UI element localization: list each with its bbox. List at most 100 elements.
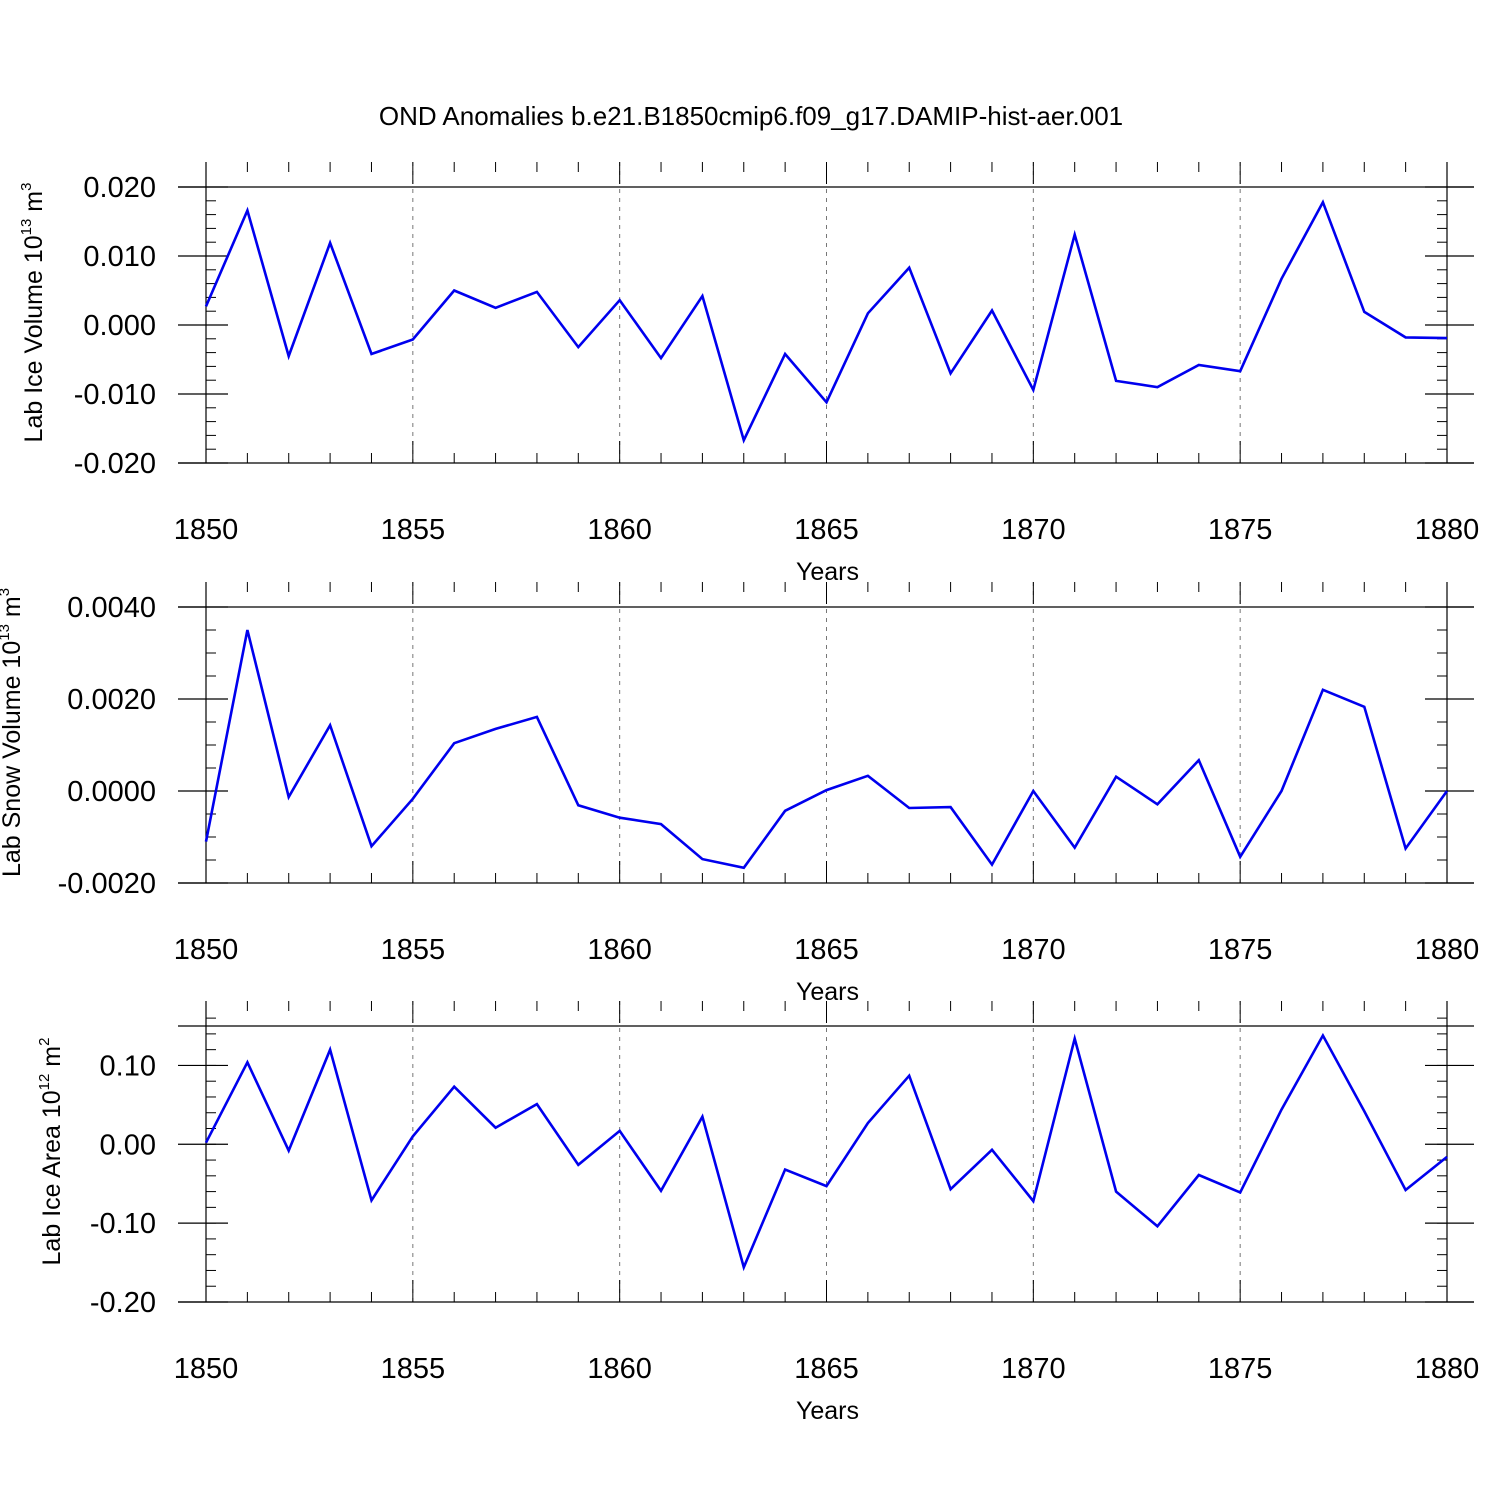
x-tick-label: 1860	[587, 1353, 652, 1385]
data-point	[1156, 1225, 1158, 1227]
data-point	[370, 1199, 372, 1201]
data-point	[1032, 389, 1034, 391]
data-point	[991, 1149, 993, 1151]
y-axis-title-unit: m	[0, 596, 26, 624]
data-point	[370, 353, 372, 355]
x-tick-label: 1875	[1208, 514, 1273, 546]
x-tick-label: 1880	[1415, 934, 1480, 966]
data-point	[453, 289, 455, 291]
data-point	[1446, 790, 1448, 792]
y-axis-title-exponent: 12	[36, 1074, 53, 1091]
data-point	[205, 305, 207, 307]
x-tick-label: 1875	[1208, 934, 1273, 966]
data-point	[288, 355, 290, 357]
data-point	[246, 629, 248, 631]
y-axis-title-unit-exponent: 3	[18, 183, 35, 191]
y-axis-title: Lab Ice Volume 1013 m3	[18, 183, 48, 443]
y-axis-title-exponent: 13	[18, 219, 35, 236]
x-tick-label: 1875	[1208, 1353, 1273, 1385]
data-point	[453, 742, 455, 744]
y-tick-label: -0.10	[90, 1208, 156, 1240]
y-axis-title-unit-exponent: 2	[36, 1038, 53, 1046]
series-line	[204, 629, 1449, 870]
data-point	[660, 1190, 662, 1192]
data-point	[949, 806, 951, 808]
data-point	[1404, 336, 1406, 338]
data-point	[1115, 776, 1117, 778]
data-point	[660, 823, 662, 825]
data-point	[1156, 386, 1158, 388]
y-axis-title: Lab Ice Area 1012 m2	[36, 1038, 66, 1266]
data-point	[1280, 790, 1282, 792]
data-point	[1115, 380, 1117, 382]
x-tick-label: 1870	[1001, 934, 1066, 966]
y-tick-label: 0.020	[83, 172, 156, 204]
x-tick-label: 1850	[174, 934, 239, 966]
series-line	[204, 1032, 1448, 1272]
x-tick-label: 1850	[174, 514, 239, 546]
data-point	[1446, 337, 1448, 339]
data-point	[991, 863, 993, 865]
y-axis-title: Lab Snow Volume 1013 m3	[0, 588, 26, 877]
x-tick-label: 1870	[1001, 514, 1066, 546]
y-axis-title-main: Lab Ice Volume 10	[20, 235, 48, 442]
data-point	[1322, 201, 1324, 203]
y-axis-title-unit-exponent: 3	[0, 588, 13, 596]
data-point	[412, 338, 414, 340]
data-point	[1404, 847, 1406, 849]
data-point	[577, 1164, 579, 1166]
data-point	[701, 1115, 703, 1117]
data-point	[1280, 278, 1282, 280]
x-tick-label: 1880	[1415, 1353, 1480, 1385]
data-point	[991, 309, 993, 311]
data-point	[825, 401, 827, 403]
x-tick-label: 1860	[587, 934, 652, 966]
data-point	[949, 372, 951, 374]
x-tick-label: 1855	[381, 514, 446, 546]
data-point	[1074, 233, 1076, 235]
data-point	[660, 357, 662, 359]
data-point	[536, 291, 538, 293]
data-point	[494, 728, 496, 730]
x-tick-label: 1855	[381, 934, 446, 966]
data-point	[784, 810, 786, 812]
data-point	[412, 798, 414, 800]
data-point	[867, 775, 869, 777]
data-point	[784, 353, 786, 355]
data-point	[1198, 759, 1200, 761]
x-axis-title: Years	[796, 558, 859, 586]
data-point	[453, 1086, 455, 1088]
data-point	[867, 1122, 869, 1124]
data-point	[1280, 1108, 1282, 1110]
data-point	[908, 267, 910, 269]
y-axis-title-unit: m	[38, 1046, 66, 1074]
y-tick-label: 0.00	[100, 1129, 156, 1161]
y-axis-title-exponent: 13	[0, 624, 13, 641]
panel-2: -0.0020 0.0000 0.0020 0.0040 1850 1855 1860 186…	[0, 582, 1479, 1006]
data-point	[494, 1127, 496, 1129]
data-point	[1115, 1190, 1117, 1192]
data-point	[205, 1142, 207, 1144]
data-point	[908, 807, 910, 809]
x-axis-title: Years	[796, 1397, 859, 1425]
y-tick-label: 0.010	[83, 241, 156, 273]
data-point	[536, 1103, 538, 1105]
y-axis-title-main: Lab Snow Volume 10	[0, 641, 26, 877]
data-point	[329, 1048, 331, 1050]
data-point	[577, 804, 579, 806]
y-tick-label: -0.0020	[58, 868, 156, 900]
data-point	[1404, 1189, 1406, 1191]
data-point	[1239, 370, 1241, 372]
data-point	[536, 716, 538, 718]
data-point	[1363, 1110, 1365, 1112]
data-point	[743, 1266, 745, 1268]
data-point	[825, 1185, 827, 1187]
y-tick-label: 0.0020	[67, 684, 156, 716]
data-point	[494, 307, 496, 309]
data-point	[1032, 1200, 1034, 1202]
data-point	[743, 439, 745, 441]
panel-3: -0.20 -0.10 0.00 0.10 1850 1855 1860 1865 1870 18…	[36, 1001, 1479, 1425]
data-point	[1363, 706, 1365, 708]
data-point	[1074, 1037, 1076, 1039]
